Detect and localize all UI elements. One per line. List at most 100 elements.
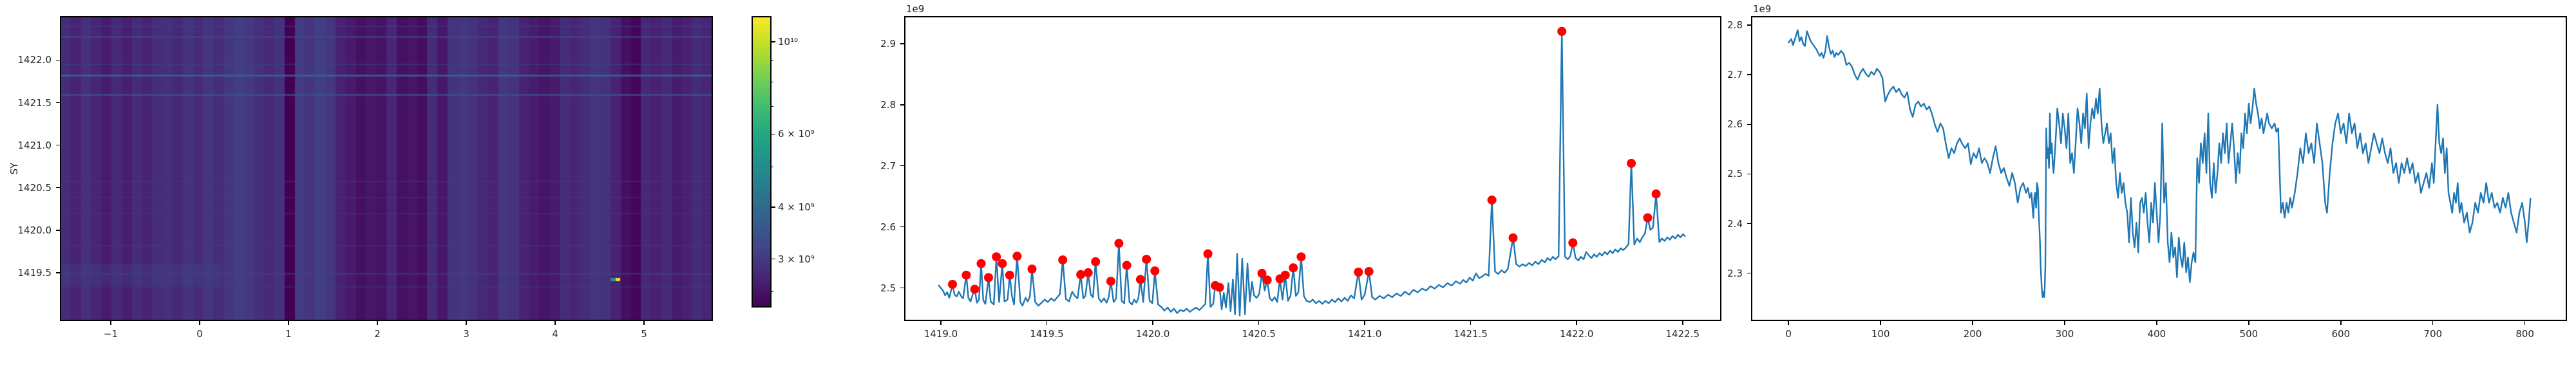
- timeseries-x-tick-label: 100: [1871, 328, 1890, 340]
- spectrum-x-tick: [1258, 320, 1260, 325]
- spectrum-peak-marker: [998, 259, 1007, 268]
- spectrum-peak-marker: [1083, 268, 1093, 277]
- heatmap-x-tick-label: 3: [463, 328, 469, 340]
- spectrum-peak-marker: [1091, 257, 1101, 266]
- spectrum-peak-marker: [1643, 213, 1653, 223]
- heatmap-x-tick-label: −1: [103, 328, 118, 340]
- spectrum-peak-marker: [1106, 277, 1115, 286]
- spectrum-peak-marker: [1076, 270, 1086, 279]
- spectrum-x-tick-label: 1420.0: [1135, 328, 1170, 340]
- timeseries-x-tick: [2432, 320, 2434, 325]
- spectrum-y-tick: [900, 43, 905, 44]
- heatmap-x-tick: [110, 320, 111, 325]
- timeseries-spine-top: [1751, 16, 2567, 17]
- timeseries-y-tick-label: 2.7: [1727, 69, 1743, 81]
- spectrum-peak-marker: [1114, 239, 1124, 248]
- timeseries-x-tick: [1788, 320, 1789, 325]
- spectrum-spine-left: [904, 16, 905, 321]
- timeseries-y-tick: [1747, 124, 1752, 125]
- colorbar-major-tick: [771, 258, 775, 260]
- heatmap-y-tick: [56, 230, 61, 231]
- heatmap-spine-top: [60, 16, 713, 17]
- timeseries-plot: [1788, 29, 2532, 298]
- heatmap-x-tick: [643, 320, 645, 325]
- spectrum-peak-marker: [1651, 189, 1661, 199]
- heatmap-y-tick-label: 1420.5: [17, 181, 52, 194]
- spectrum-x-tick: [1470, 320, 1472, 325]
- timeseries-x-tick-label: 200: [1963, 328, 1982, 340]
- heatmap-x-tick: [377, 320, 378, 325]
- heatmap-y-tick: [56, 272, 61, 273]
- heatmap-y-tick-label: 1422.0: [17, 54, 52, 66]
- heatmap-spine-bottom: [60, 320, 713, 321]
- timeseries-y-tick: [1747, 173, 1752, 175]
- timeseries-x-tick: [2064, 320, 2065, 325]
- colorbar-spine-top: [752, 16, 772, 17]
- spectrum-y-tick-label: 2.6: [880, 221, 896, 233]
- spectrum-x-tick-label: 1419.5: [1030, 328, 1064, 340]
- spectrum-peak-marker: [948, 280, 957, 289]
- spectrum-x-tick-label: 1421.5: [1454, 328, 1488, 340]
- spectrum-peak-marker: [992, 252, 1001, 262]
- timeseries-x-tick-label: 600: [2331, 328, 2351, 340]
- spectrum-peak-marker: [1058, 255, 1068, 264]
- spectrum-peak-marker: [1296, 252, 1306, 262]
- heatmap-x-tick-label: 0: [196, 328, 203, 340]
- spectrum-peak-marker: [1508, 233, 1518, 243]
- spectrum-x-tick: [940, 320, 942, 325]
- timeseries-x-tick: [1880, 320, 1881, 325]
- colorbar-spine-left: [752, 16, 753, 308]
- timeseries-spine-bottom: [1751, 320, 2567, 321]
- timeseries-x-tick: [2156, 320, 2157, 325]
- heatmap-x-tick: [199, 320, 200, 325]
- timeseries-x-tick-label: 800: [2515, 328, 2534, 340]
- heatmap-spine-left: [60, 16, 61, 321]
- spectrum-x-tick: [1682, 320, 1683, 325]
- timeseries-y-tick: [1747, 24, 1752, 26]
- heatmap-y-tick-label: 1421.0: [17, 139, 52, 151]
- heatmap-y-tick: [56, 102, 61, 104]
- heatmap-x-tick-label: 5: [641, 328, 647, 340]
- spectrum-peak-marker: [1627, 158, 1636, 168]
- spectrum-x-tick-label: 1420.5: [1242, 328, 1276, 340]
- colorbar-tick-label: 3 × 10⁹: [778, 253, 815, 265]
- timeseries-y-tick: [1747, 74, 1752, 75]
- heatmap-x-tick-label: 2: [374, 328, 381, 340]
- spectrum-y-tick-label: 2.9: [880, 37, 896, 50]
- spectrum-peak-marker: [1262, 275, 1272, 285]
- spectrum-x-tick-label: 1422.0: [1559, 328, 1594, 340]
- spectrum-x-tick: [1152, 320, 1153, 325]
- spectrum-y-tick-label: 2.7: [880, 160, 896, 172]
- heatmap-spine-right: [712, 16, 713, 321]
- heatmap-y-tick: [56, 187, 61, 188]
- heatmap-x-tick: [466, 320, 467, 325]
- timeseries-x-tick: [2524, 320, 2526, 325]
- spectrum-peak-marker: [1568, 238, 1578, 248]
- spectrum-spine-bottom: [904, 320, 1721, 321]
- colorbar-tick-label: 4 × 10⁹: [778, 201, 815, 213]
- spectrum-peak-marker: [1027, 264, 1037, 274]
- spectrum-peak-marker: [976, 259, 986, 268]
- heatmap-y-tick-label: 1421.5: [17, 96, 52, 109]
- spectrum-x-tick: [1364, 320, 1365, 325]
- spectrum-x-tick-label: 1421.0: [1347, 328, 1382, 340]
- spectrum-peak-marker: [970, 284, 980, 294]
- colorbar-gradient: [752, 17, 771, 307]
- middle-offset-label: 1e9: [906, 3, 925, 15]
- spectrum-peak-marker: [1142, 255, 1151, 264]
- timeseries-y-tick-label: 2.3: [1727, 267, 1743, 279]
- colorbar-spine-right: [770, 16, 772, 308]
- timeseries-y-tick: [1747, 272, 1752, 274]
- spectrum-peak-marker: [1122, 261, 1132, 270]
- timeseries-x-tick-label: 500: [2239, 328, 2259, 340]
- heatmap-x-tick: [554, 320, 556, 325]
- heatmap-image: [61, 17, 712, 320]
- spectrum-peak-marker: [961, 270, 971, 280]
- spectrum-y-tick-label: 2.8: [880, 98, 896, 111]
- heatmap-x-tick-label: 4: [552, 328, 558, 340]
- spectrum-x-tick-label: 1422.5: [1665, 328, 1700, 340]
- colorbar-spine-bottom: [752, 306, 772, 308]
- timeseries-spine-left: [1751, 16, 1752, 321]
